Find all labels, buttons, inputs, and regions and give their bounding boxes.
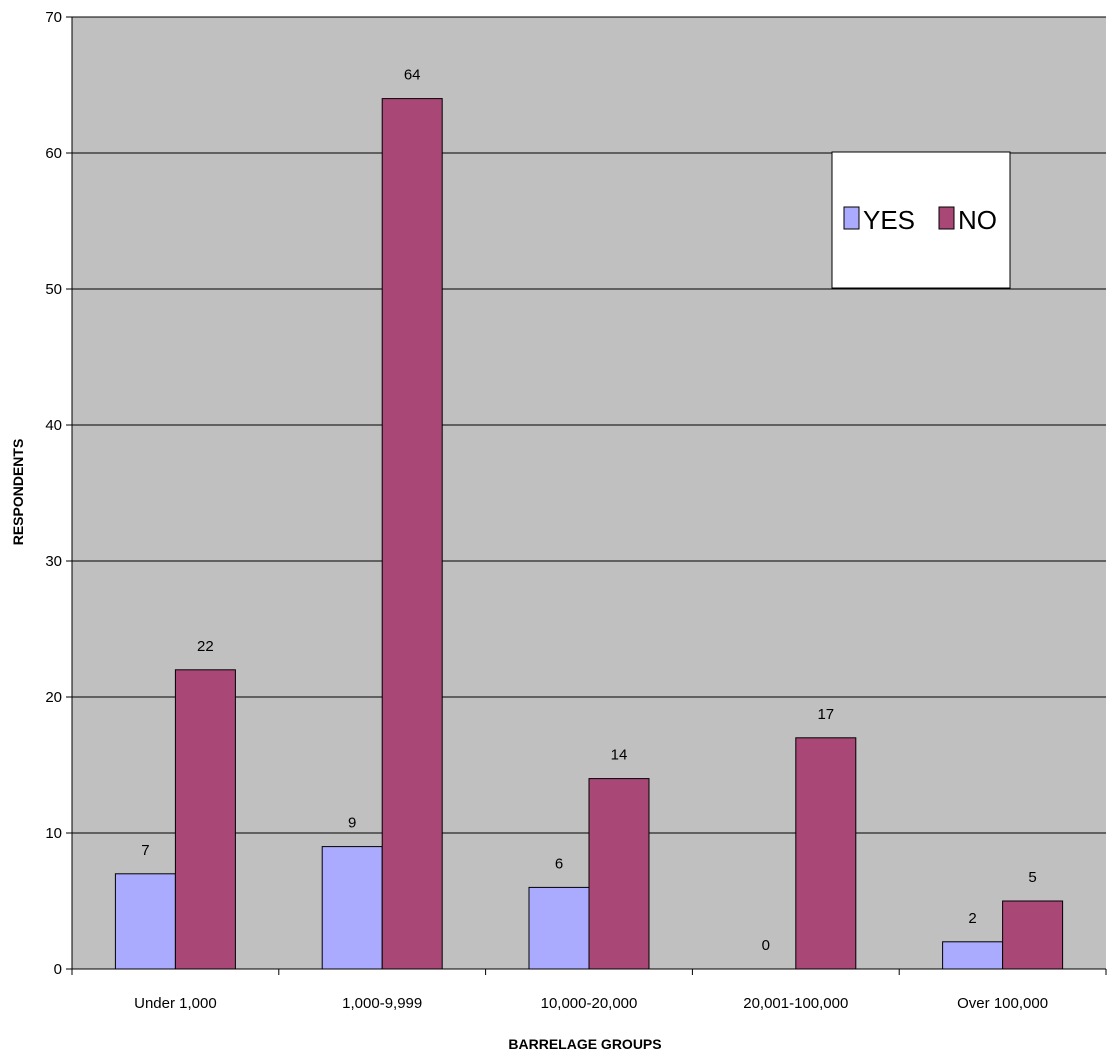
x-tick-label: 20,001-100,000 bbox=[743, 995, 848, 1012]
data-label-yes-2: 6 bbox=[555, 855, 563, 872]
bar-no-2 bbox=[588, 778, 650, 970]
y-tick-label: 50 bbox=[45, 281, 62, 298]
bar-yes-2 bbox=[528, 886, 590, 970]
legend-swatch-yes bbox=[843, 206, 860, 230]
x-tick-label: Over 100,000 bbox=[957, 995, 1048, 1012]
bar-yes-1 bbox=[321, 846, 383, 970]
data-label-yes-3: 0 bbox=[762, 937, 770, 954]
legend-label-no: NO bbox=[958, 205, 997, 235]
data-label-no-2: 14 bbox=[611, 747, 628, 764]
y-tick-label: 20 bbox=[45, 689, 62, 706]
y-tick-label: 0 bbox=[54, 961, 62, 978]
legend-swatch-no bbox=[938, 206, 955, 230]
bar-no-1 bbox=[381, 98, 443, 970]
bar-no-0 bbox=[174, 669, 236, 970]
y-axis-title: RESPONDENTS bbox=[10, 439, 26, 546]
y-tick-label: 10 bbox=[45, 825, 62, 842]
x-tick-label: 10,000-20,000 bbox=[541, 995, 638, 1012]
x-tick-labels: Under 1,000 1,000-9,999 10,000-20,000 20,00… bbox=[134, 995, 1048, 1012]
y-tick-label: 70 bbox=[45, 9, 62, 26]
y-tick-label: 30 bbox=[45, 553, 62, 570]
legend-label-yes: YES bbox=[863, 205, 915, 235]
x-tick-label: Under 1,000 bbox=[134, 995, 217, 1012]
data-label-yes-1: 9 bbox=[348, 815, 356, 832]
data-label-no-0: 22 bbox=[197, 638, 214, 655]
data-label-no-3: 17 bbox=[817, 706, 834, 723]
bar-yes-0 bbox=[114, 873, 176, 970]
axes bbox=[66, 16, 1107, 975]
bar-no-4 bbox=[1002, 900, 1064, 970]
bar-no-3 bbox=[795, 737, 857, 970]
y-tick-label: 60 bbox=[45, 145, 62, 162]
data-label-yes-4: 2 bbox=[968, 910, 976, 927]
y-tick-labels: 0 10 20 30 40 50 60 70 bbox=[45, 9, 62, 978]
bar-yes-4 bbox=[942, 941, 1004, 970]
y-tick-label: 40 bbox=[45, 417, 62, 434]
legend: YES NO bbox=[831, 151, 1011, 289]
bars bbox=[114, 98, 1064, 970]
x-axis-title: BARRELAGE GROUPS bbox=[508, 1036, 661, 1052]
legend-box bbox=[831, 151, 1011, 289]
data-label-yes-0: 7 bbox=[141, 842, 149, 859]
data-label-no-4: 5 bbox=[1028, 869, 1036, 886]
data-label-no-1: 64 bbox=[404, 67, 421, 84]
x-tick-label: 1,000-9,999 bbox=[342, 995, 422, 1012]
